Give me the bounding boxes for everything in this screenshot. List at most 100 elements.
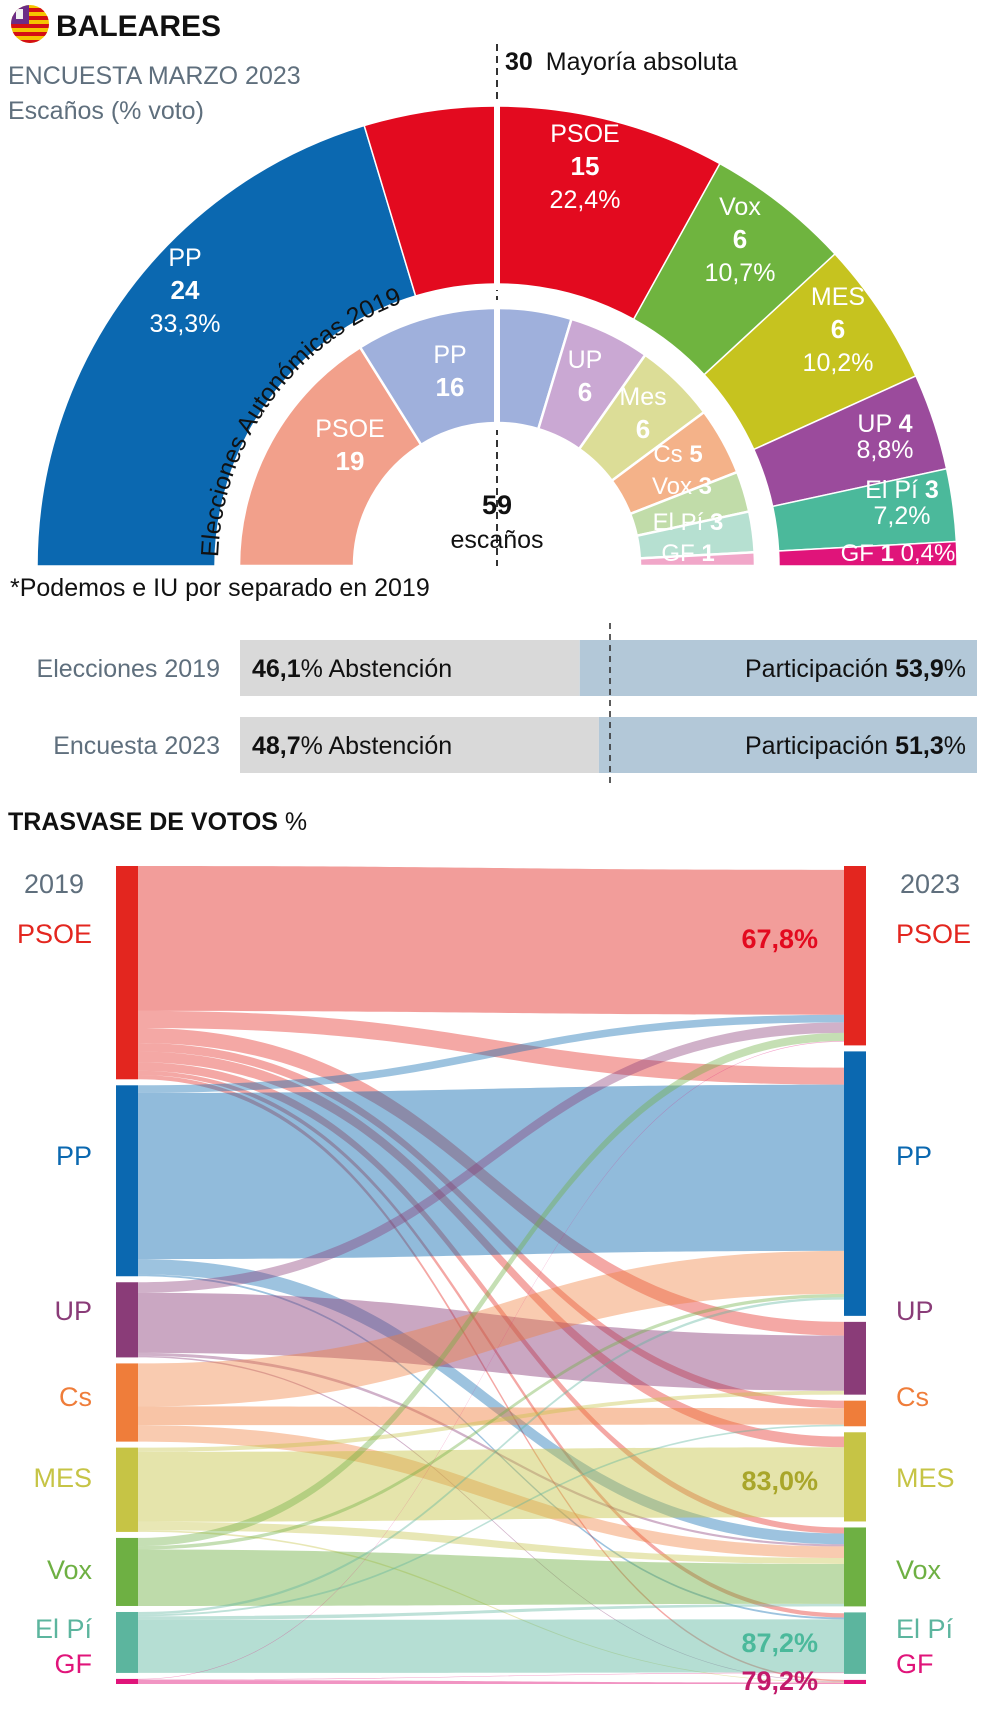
- sankey-flow-vox-to-pp: [138, 1293, 844, 1550]
- sankey-flow-gf-to-psoe: [138, 1041, 844, 1680]
- outer-seat-arc-gf: [777, 540, 958, 567]
- sankey-flow-cs-to-pp: [138, 1250, 844, 1407]
- sankey-label-left-el-pi: El Pí: [35, 1614, 93, 1644]
- outer-label-gf-vote: 0,4%: [894, 540, 955, 567]
- sankey-label-left-psoe: PSOE: [17, 919, 92, 949]
- sankey-flow-vox-to-vox: [138, 1549, 844, 1606]
- inner-label-vox-name: Vox 3: [652, 473, 712, 500]
- sankey-flow-gf-to-el-pi: [138, 1672, 844, 1680]
- inner-label-pp-seats: 16: [436, 372, 465, 402]
- sankey-node-right-cs: [844, 1400, 866, 1427]
- sankey-flow-psoe-to-el-pi: [138, 1070, 844, 1618]
- sankey-value-label-mes: 83,0%: [741, 1466, 818, 1496]
- sankey-flow-cs-to-cs: [138, 1406, 844, 1426]
- majority-label: 30 Mayoría absoluta: [505, 48, 738, 76]
- outer-label-vox-seats: 6: [733, 224, 747, 254]
- sankey-node-right-vox: [844, 1527, 866, 1607]
- total-seats-text: escaños: [450, 526, 543, 554]
- outer-label-psoe-seats: 15: [571, 151, 600, 181]
- sankey-label-right-el-pi: El Pí: [896, 1614, 954, 1644]
- sankey-flows: [138, 866, 844, 1684]
- sankey-flow-mes-to-mes: [138, 1447, 844, 1522]
- sankey-flow-psoe-to-up: [138, 1028, 844, 1336]
- outer-label-up-seats: 4: [899, 410, 913, 438]
- flow-title: TRASVASE DE VOTOS %: [8, 808, 307, 836]
- sankey-flow-el-pi-to-pp: [138, 1297, 844, 1615]
- outer-label-vox-name: Vox: [719, 193, 761, 221]
- sankey-value-label-psoe: 67,8%: [741, 924, 818, 954]
- sankey-flow-psoe-to-pp: [138, 1010, 844, 1085]
- sankey-label-right-up: UP: [896, 1296, 934, 1326]
- outer-label-psoe-vote: 22,4%: [550, 186, 621, 214]
- outer-seat-arc-pp: [36, 124, 417, 567]
- participation-row-label-2019: Elecciones 2019: [37, 655, 220, 683]
- sankey-right-year: 2023: [900, 869, 960, 899]
- inner-label-el-pi-seats: 3: [710, 509, 723, 536]
- outer-label-up-vote: 8,8%: [857, 436, 914, 464]
- inner-label-mes-name: Mes: [619, 383, 666, 411]
- sankey-flow-up-to-vox: [138, 1352, 844, 1547]
- participation-label-2019: Participación 53,9%: [745, 655, 966, 683]
- sankey-flow-pp-to-psoe: [138, 1014, 844, 1093]
- outer-label-pp-seats: 24: [171, 275, 200, 305]
- sankey-label-right-mes: MES: [896, 1463, 955, 1493]
- footnote: *Podemos e IU por separado en 2019: [10, 574, 430, 602]
- sankey-node-right-up: [844, 1321, 866, 1395]
- survey-subtitle: ENCUESTA MARZO 2023: [8, 62, 301, 90]
- participation-label-2023: Participación 51,3%: [745, 732, 966, 760]
- abstention-label-2019: 46,1% Abstención: [252, 655, 452, 683]
- inner-majority-gap: [494, 300, 500, 430]
- outer-label-mes-vote: 10,2%: [803, 349, 874, 377]
- page-title: BALEARES: [56, 10, 221, 43]
- sankey-flow-el-pi-to-el-pi: [138, 1619, 844, 1673]
- outer-label-el-pi-vote: 7,2%: [874, 502, 931, 530]
- inner-label-gf-seats: 1: [701, 540, 714, 567]
- inner-label-gf-name: GF 1: [661, 540, 714, 567]
- participation-bar-abstention-2023: [240, 717, 599, 773]
- sankey-label-left-mes: MES: [33, 1463, 92, 1493]
- sankey-flow-cs-to-vox: [138, 1425, 844, 1559]
- sankey-flow-pp-to-el-pi: [138, 1274, 844, 1620]
- outer-label-gf-name: GF 1 0,4%: [841, 540, 956, 567]
- sankey-flow-mes-to-gf: [138, 1530, 844, 1683]
- sankey-flow-pp-to-vox: [138, 1259, 844, 1545]
- outer-label-el-pi-name: El Pí 3: [865, 476, 939, 504]
- sankey-node-left-psoe: [116, 866, 138, 1080]
- outer-majority-gap: [494, 100, 500, 290]
- inner-label-psoe-seats: 19: [336, 446, 365, 476]
- inner-label-mes-seats: 6: [636, 414, 650, 444]
- sankey-label-right-psoe: PSOE: [896, 919, 971, 949]
- sankey-flow-psoe-to-cs: [138, 1042, 844, 1409]
- sankey-flow-psoe-to-mes: [138, 1051, 844, 1448]
- inner-seat-arc-gf: [638, 550, 757, 568]
- sankey-left-year: 2019: [24, 869, 84, 899]
- sankey-label-left-pp: PP: [56, 1141, 92, 1171]
- sankey-flow-el-pi-to-cs: [138, 1424, 844, 1617]
- sankey-label-right-pp: PP: [896, 1141, 932, 1171]
- sankey-node-left-el-pi: [116, 1611, 138, 1673]
- inner-label-up-seats: 6: [578, 377, 592, 407]
- sankey-flow-up-to-psoe: [138, 1022, 844, 1293]
- inner-label-el-pi-name: El Pí 3: [653, 509, 724, 536]
- outer-label-vox-vote: 10,7%: [705, 259, 776, 287]
- participation-bars: Elecciones 2019 Encuesta 2023 46,1% Abst…: [37, 623, 977, 788]
- participation-bar-abstention-2019: [240, 640, 580, 696]
- sankey-node-left-up: [116, 1282, 138, 1358]
- outer-label-el-pi-seats: 3: [925, 476, 939, 504]
- majority-text: Mayoría absoluta: [546, 48, 738, 76]
- sankey-flow-el-pi-to-vox: [138, 1603, 844, 1620]
- sankey-label-left-cs: Cs: [59, 1382, 92, 1412]
- sankey-node-left-vox: [116, 1537, 138, 1606]
- sankey-flow-psoe-to-vox: [138, 1062, 844, 1534]
- inner-label-cs-seats: 5: [689, 441, 702, 468]
- outer-label-psoe-name: PSOE: [550, 120, 619, 148]
- balearic-flag-icon: [11, 5, 49, 43]
- outer-label-mes-name: MES: [811, 283, 865, 311]
- sankey-flow-psoe-to-gf: [138, 1075, 844, 1682]
- sankey-flow-vox-to-psoe: [138, 1032, 844, 1547]
- participation-bar-participation-2019: [579, 640, 977, 696]
- sankey-flow-pp-to-pp: [138, 1084, 844, 1260]
- outer-label-mes-seats: 6: [831, 314, 845, 344]
- outer-label-up-name: UP 4: [857, 410, 912, 438]
- outer-label-gf-seats: 1: [881, 540, 894, 567]
